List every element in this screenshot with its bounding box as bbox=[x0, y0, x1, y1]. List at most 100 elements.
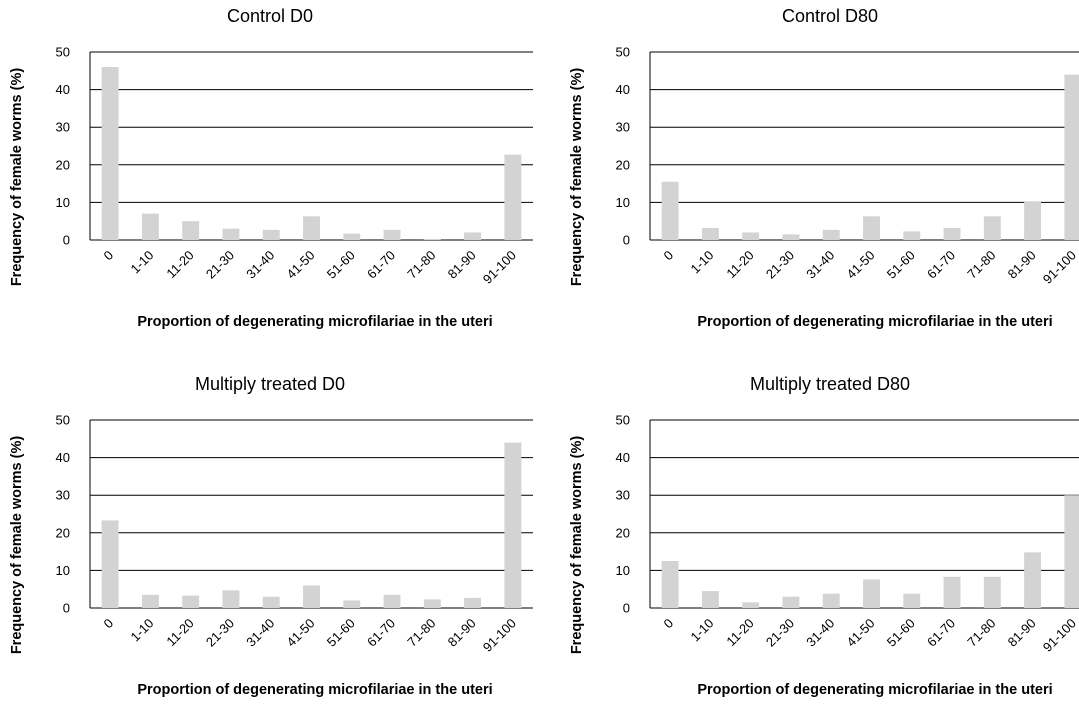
chart-panel-multiply-treated-d80: Multiply treated D80 0 10 20 30 40 50 0 1-10 11-… bbox=[560, 368, 1079, 716]
chart-title: Multiply treated D80 bbox=[749, 374, 911, 394]
x-tick-label: 41-50 bbox=[284, 248, 318, 282]
bar bbox=[222, 590, 240, 608]
x-tick-label: 11-20 bbox=[723, 616, 756, 649]
bar bbox=[101, 520, 119, 608]
chart-title: Multiply treated D0 bbox=[194, 374, 346, 394]
bar bbox=[141, 594, 159, 608]
x-tick-label: 31-40 bbox=[243, 248, 277, 282]
x-tick-label: 71-80 bbox=[404, 248, 438, 282]
x-tick-label: 11-20 bbox=[163, 616, 196, 649]
bar bbox=[303, 585, 320, 608]
x-tick-label: 71-80 bbox=[404, 616, 438, 650]
bar bbox=[303, 216, 320, 240]
y-tick-label: 0 bbox=[623, 601, 630, 616]
y-tick-label: 50 bbox=[56, 45, 70, 60]
x-tick-label: 0 bbox=[661, 248, 677, 264]
bar bbox=[983, 576, 1001, 608]
x-tick-label: 91-100 bbox=[1040, 248, 1079, 287]
bar bbox=[182, 595, 200, 608]
bar bbox=[943, 227, 961, 240]
bar bbox=[504, 154, 522, 240]
y-tick-label: 10 bbox=[616, 563, 630, 578]
x-tick-label: 31-40 bbox=[243, 616, 277, 650]
bar bbox=[1064, 495, 1079, 608]
y-tick-label: 10 bbox=[56, 563, 70, 578]
y-tick-label: 50 bbox=[616, 413, 630, 428]
bar bbox=[661, 181, 679, 240]
y-tick-label: 10 bbox=[616, 195, 630, 210]
x-tick-label: 11-20 bbox=[723, 248, 756, 281]
x-tick-label: 1-10 bbox=[688, 248, 717, 277]
chart-title: Control D80 bbox=[781, 6, 879, 26]
x-tick-label: 0 bbox=[101, 616, 117, 632]
x-tick-label: 41-50 bbox=[844, 248, 878, 282]
x-tick-label: 21-30 bbox=[763, 248, 797, 282]
y-tick-label: 40 bbox=[616, 82, 630, 97]
bar bbox=[464, 232, 482, 240]
y-axis-label: Frequency of female worms (%) bbox=[9, 67, 25, 287]
chart-panel-multiply-treated-d0: Multiply treated D0 0 10 20 30 40 50 0 1-10 11-2… bbox=[0, 368, 540, 716]
bar bbox=[383, 594, 401, 608]
bar bbox=[782, 234, 800, 240]
x-tick-label: 31-40 bbox=[803, 248, 837, 282]
y-tick-label: 20 bbox=[616, 525, 630, 540]
y-tick-label: 20 bbox=[56, 525, 70, 540]
x-tick-label: 0 bbox=[101, 248, 117, 264]
x-tick-label: 41-50 bbox=[284, 616, 318, 650]
y-tick-label: 50 bbox=[616, 45, 630, 60]
bar bbox=[504, 442, 522, 608]
x-tick-label: 21-30 bbox=[763, 616, 797, 650]
y-tick-label: 30 bbox=[616, 120, 630, 135]
bar bbox=[262, 596, 280, 608]
bar bbox=[423, 599, 441, 608]
bar bbox=[903, 231, 921, 240]
bar bbox=[1024, 201, 1042, 240]
x-axis-label: Proportion of degenerating microfilariae… bbox=[697, 314, 1053, 330]
chart-panel-control-d0: Control D0 0 10 20 30 40 50 0 1-10 11-20 21-30 31-… bbox=[0, 0, 540, 348]
x-tick-label: 81-90 bbox=[445, 248, 479, 282]
x-tick-label: 51-60 bbox=[324, 248, 358, 282]
x-tick-label: 1-10 bbox=[688, 616, 717, 645]
x-tick-label: 31-40 bbox=[803, 616, 837, 650]
x-tick-label: 51-60 bbox=[884, 248, 918, 282]
bar bbox=[182, 221, 200, 240]
bar bbox=[262, 229, 280, 240]
y-tick-label: 30 bbox=[616, 488, 630, 503]
x-axis-label: Proportion of degenerating microfilariae… bbox=[697, 682, 1053, 698]
x-tick-label: 91-100 bbox=[480, 616, 519, 655]
chart-plot: 0 10 20 30 40 50 0 1-10 11-20 21-30 31-40 41-50 51-6… bbox=[616, 45, 1079, 287]
bar bbox=[423, 238, 441, 240]
bar bbox=[742, 602, 760, 608]
x-tick-label: 1-10 bbox=[128, 248, 157, 277]
bar bbox=[782, 596, 800, 608]
y-axis-label: Frequency of female worms (%) bbox=[9, 435, 25, 655]
y-tick-label: 0 bbox=[63, 233, 70, 248]
y-tick-label: 20 bbox=[56, 157, 70, 172]
bar bbox=[1024, 552, 1042, 608]
x-tick-label: 0 bbox=[661, 616, 677, 632]
x-tick-label: 61-70 bbox=[364, 616, 398, 650]
x-tick-label: 91-100 bbox=[480, 248, 519, 287]
y-tick-label: 10 bbox=[56, 195, 70, 210]
chart-plot: 0 10 20 30 40 50 0 1-10 11-20 21-30 31-40 41-50 51-6… bbox=[56, 45, 533, 287]
x-tick-label: 21-30 bbox=[203, 248, 237, 282]
y-tick-label: 40 bbox=[56, 450, 70, 465]
bar bbox=[822, 593, 840, 608]
x-tick-label: 1-10 bbox=[128, 616, 157, 645]
bar bbox=[742, 232, 760, 240]
bar bbox=[701, 227, 719, 240]
x-tick-label: 11-20 bbox=[163, 248, 196, 281]
bar bbox=[383, 229, 401, 240]
y-axis-label: Frequency of female worms (%) bbox=[569, 435, 585, 655]
bar bbox=[983, 216, 1001, 240]
x-tick-label: 91-100 bbox=[1040, 616, 1079, 655]
bar bbox=[222, 228, 240, 240]
bar bbox=[863, 216, 880, 240]
x-tick-label: 71-80 bbox=[964, 616, 998, 650]
x-axis-label: Proportion of degenerating microfilariae… bbox=[137, 682, 493, 698]
x-tick-label: 41-50 bbox=[844, 616, 878, 650]
y-tick-label: 30 bbox=[56, 120, 70, 135]
y-tick-label: 40 bbox=[56, 82, 70, 97]
bar bbox=[464, 597, 482, 608]
x-tick-label: 71-80 bbox=[964, 248, 998, 282]
